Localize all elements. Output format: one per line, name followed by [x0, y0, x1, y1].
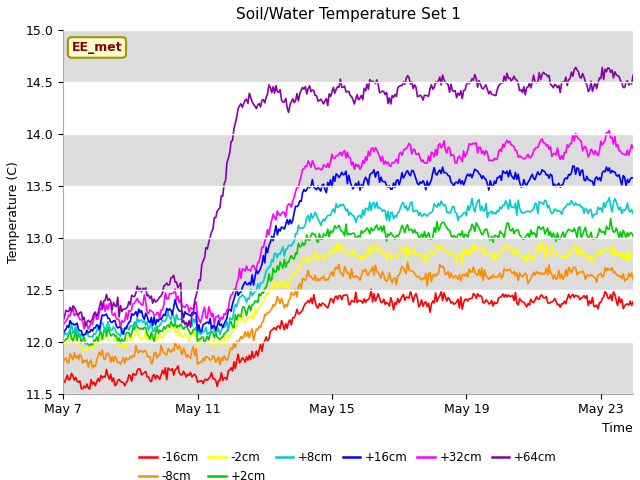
-16cm [86, 386, 93, 392]
Bar [63, 134, 633, 186]
+8cm [250, 291, 257, 297]
+16cm [377, 174, 385, 180]
Line: +64cm: +64cm [63, 67, 633, 327]
Line: +8cm: +8cm [63, 198, 633, 338]
-16cm [367, 287, 375, 292]
-16cm [60, 379, 67, 384]
-2cm [60, 343, 67, 349]
-16cm [232, 366, 239, 372]
+32cm [232, 288, 239, 293]
-8cm [60, 359, 67, 365]
+2cm [251, 298, 259, 304]
+2cm [86, 343, 93, 348]
Legend: -16cm, -8cm, -2cm, +2cm, +8cm, +16cm, +32cm, +64cm: -16cm, -8cm, -2cm, +2cm, +8cm, +16cm, +3… [134, 447, 561, 480]
+8cm [605, 195, 613, 201]
+2cm [377, 223, 385, 229]
+16cm [251, 275, 259, 281]
+8cm [477, 208, 484, 214]
+32cm [629, 145, 637, 151]
-8cm [377, 276, 385, 281]
+32cm [84, 326, 92, 332]
+64cm [251, 103, 259, 109]
-2cm [478, 248, 486, 254]
+16cm [232, 291, 239, 297]
-8cm [89, 365, 97, 371]
+64cm [60, 318, 67, 324]
-16cm [575, 293, 582, 299]
-16cm [378, 300, 386, 305]
+64cm [187, 324, 195, 330]
-8cm [629, 277, 637, 283]
+32cm [605, 128, 613, 133]
Line: -16cm: -16cm [63, 289, 633, 389]
+32cm [461, 154, 469, 160]
+2cm [629, 233, 637, 239]
-2cm [629, 250, 637, 256]
+32cm [377, 158, 385, 164]
-16cm [463, 296, 470, 302]
+8cm [572, 200, 579, 206]
+2cm [573, 235, 581, 240]
+16cm [461, 179, 469, 184]
-8cm [251, 332, 259, 337]
+16cm [478, 176, 486, 181]
+2cm [232, 312, 239, 318]
-8cm [575, 270, 582, 276]
Line: -8cm: -8cm [63, 262, 633, 368]
+64cm [377, 89, 385, 95]
-2cm [537, 240, 545, 245]
-2cm [461, 252, 469, 258]
-2cm [377, 250, 385, 255]
-8cm [463, 270, 470, 276]
+16cm [575, 166, 582, 171]
+8cm [629, 211, 637, 216]
-8cm [404, 259, 412, 265]
+64cm [575, 69, 582, 75]
-2cm [82, 348, 90, 354]
Line: +2cm: +2cm [63, 218, 633, 346]
Bar [63, 30, 633, 82]
+64cm [461, 87, 469, 93]
+32cm [251, 266, 259, 272]
Line: +16cm: +16cm [63, 166, 633, 336]
+32cm [573, 134, 581, 140]
-2cm [251, 307, 259, 312]
+32cm [60, 323, 67, 328]
+32cm [478, 151, 486, 156]
-2cm [232, 325, 239, 331]
-8cm [479, 278, 487, 284]
-16cm [251, 353, 259, 359]
Line: -2cm: -2cm [63, 242, 633, 351]
+2cm [60, 339, 67, 345]
+8cm [60, 336, 67, 341]
+2cm [478, 232, 486, 238]
+8cm [230, 307, 238, 312]
+16cm [569, 163, 577, 169]
-16cm [479, 300, 487, 306]
+64cm [232, 120, 239, 126]
+16cm [79, 333, 86, 338]
+2cm [461, 231, 469, 237]
-8cm [232, 345, 239, 350]
+2cm [607, 216, 614, 221]
+8cm [376, 204, 383, 210]
Text: EE_met: EE_met [72, 41, 122, 54]
+64cm [572, 64, 579, 70]
Title: Soil/Water Temperature Set 1: Soil/Water Temperature Set 1 [236, 7, 461, 22]
Bar [63, 342, 633, 394]
+64cm [629, 72, 637, 78]
-2cm [575, 250, 582, 256]
+64cm [478, 85, 486, 91]
+8cm [460, 210, 467, 216]
-16cm [629, 299, 637, 304]
X-axis label: Time: Time [602, 422, 633, 435]
Bar [63, 238, 633, 290]
+16cm [629, 175, 637, 181]
+16cm [60, 331, 67, 336]
Y-axis label: Temperature (C): Temperature (C) [7, 161, 20, 263]
Line: +32cm: +32cm [63, 131, 633, 329]
